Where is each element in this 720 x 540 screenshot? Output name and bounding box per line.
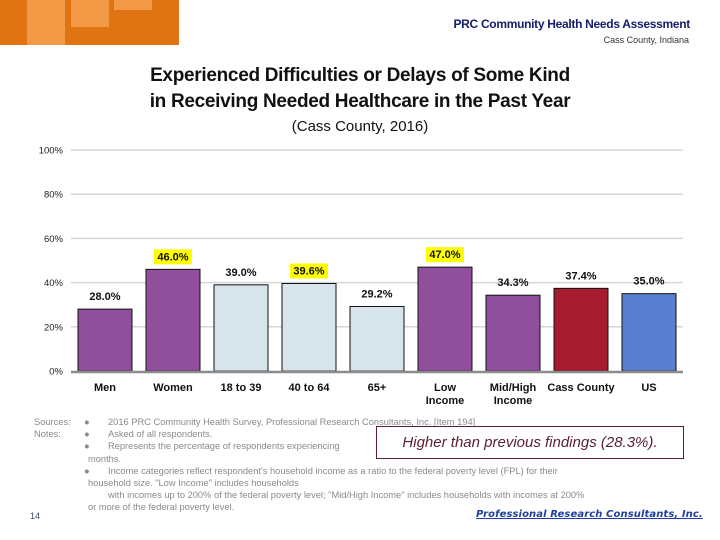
data-label: 37.4% (565, 270, 596, 282)
banner-square (71, 0, 109, 27)
bullet-icon: ● (84, 429, 90, 440)
y-tick-label: 80% (44, 190, 64, 201)
callout-text: Higher than previous findings (28.3%). (402, 434, 658, 451)
callout-box: Higher than previous findings (28.3%). (376, 426, 684, 459)
footnote-text: Asked of all respondents. (108, 429, 213, 440)
data-label: 46.0% (157, 251, 188, 263)
bullet-icon: ● (84, 441, 90, 452)
notes-label: Notes: (34, 429, 61, 440)
x-tick-label: 40 to 64 (289, 382, 331, 394)
x-tick-label: Income (494, 395, 533, 407)
bullet-icon: ● (84, 417, 90, 427)
footnote-text: months. (88, 453, 122, 464)
x-tick-label: Income (426, 395, 465, 407)
label-highlight (426, 247, 464, 263)
report-subtitle: Cass County, Indiana (603, 35, 689, 45)
y-tick-label: 100% (39, 146, 64, 157)
report-title: PRC Community Health Needs Assessment (453, 17, 690, 31)
label-highlight (290, 263, 328, 279)
bar (145, 268, 201, 372)
chart-title-line2: in Receiving Needed Healthcare in the Pa… (149, 91, 571, 112)
chart-subtitle: (Cass County, 2016) (291, 118, 429, 135)
banner-square (27, 0, 65, 45)
bar (417, 266, 473, 372)
y-tick-label: 20% (44, 322, 64, 333)
x-tick-label: 65+ (368, 382, 387, 394)
footnote-note: ● Represents the percentage of respondent… (58, 440, 698, 452)
footnote-text: with incomes up to 200% of the federal p… (108, 490, 585, 501)
data-label: 29.2% (361, 288, 392, 300)
footnote-note: or more of the federal poverty level. (58, 501, 698, 513)
footnote-notes: Notes: ● Asked of all respondents. (34, 428, 698, 440)
x-tick-label: Women (153, 382, 193, 394)
bar (553, 287, 609, 372)
data-label: 35.0% (633, 276, 664, 288)
prc-logo: Professional Research Consultants, Inc. (476, 509, 703, 520)
footnote-text: Income categories reflect respondent's h… (108, 465, 558, 476)
footnote-note: ● Income categories reflect respondent's … (58, 465, 698, 477)
bar (77, 308, 133, 372)
y-tick-label: 0% (49, 367, 63, 378)
y-tick-label: 60% (44, 234, 64, 245)
footnote-text: household size. "Low Income" includes ho… (88, 478, 299, 489)
footnote-note: household size. "Low Income" includes ho… (58, 477, 698, 489)
x-tick-label: Cass County (547, 382, 615, 394)
bar (349, 305, 405, 372)
page-number: 14 (30, 511, 41, 521)
sources-label: Sources: (34, 417, 71, 427)
chart-title: Experienced Difficulties or Delays of So… (0, 63, 720, 115)
footnote-text: 2016 PRC Community Health Survey, Profes… (108, 417, 476, 427)
footnote-note: months. (58, 453, 698, 465)
y-tick-label: 40% (44, 278, 64, 289)
footnote-sources: Sources: ● 2016 PRC Community Health Surv… (34, 416, 698, 428)
bar (485, 294, 541, 372)
data-label: 39.0% (225, 267, 256, 279)
bullet-icon: ● (84, 465, 90, 476)
bar (621, 293, 677, 372)
banner-square (114, 0, 152, 10)
data-label: 28.0% (89, 291, 120, 303)
bar (281, 282, 337, 372)
x-tick-label: Mid/High (490, 382, 537, 394)
data-label: 47.0% (429, 249, 460, 261)
label-highlight (154, 249, 192, 265)
data-label: 34.3% (497, 277, 528, 289)
footnote-text: or more of the federal poverty level. (88, 502, 235, 513)
x-tick-label: US (641, 382, 656, 394)
x-tick-label: Men (94, 382, 116, 394)
data-label: 39.6% (293, 265, 324, 277)
footnote-note: with incomes up to 200% of the federal p… (58, 489, 698, 501)
footnotes: Sources: ● 2016 PRC Community Health Surv… (34, 416, 698, 514)
chart-title-line1: Experienced Difficulties or Delays of So… (150, 65, 570, 86)
footnote-text: Represents the percentage of respondents… (108, 441, 340, 452)
x-tick-label: Low (434, 382, 456, 394)
x-tick-label: 18 to 39 (221, 382, 262, 394)
header-banner (0, 0, 179, 45)
bar (213, 284, 269, 372)
